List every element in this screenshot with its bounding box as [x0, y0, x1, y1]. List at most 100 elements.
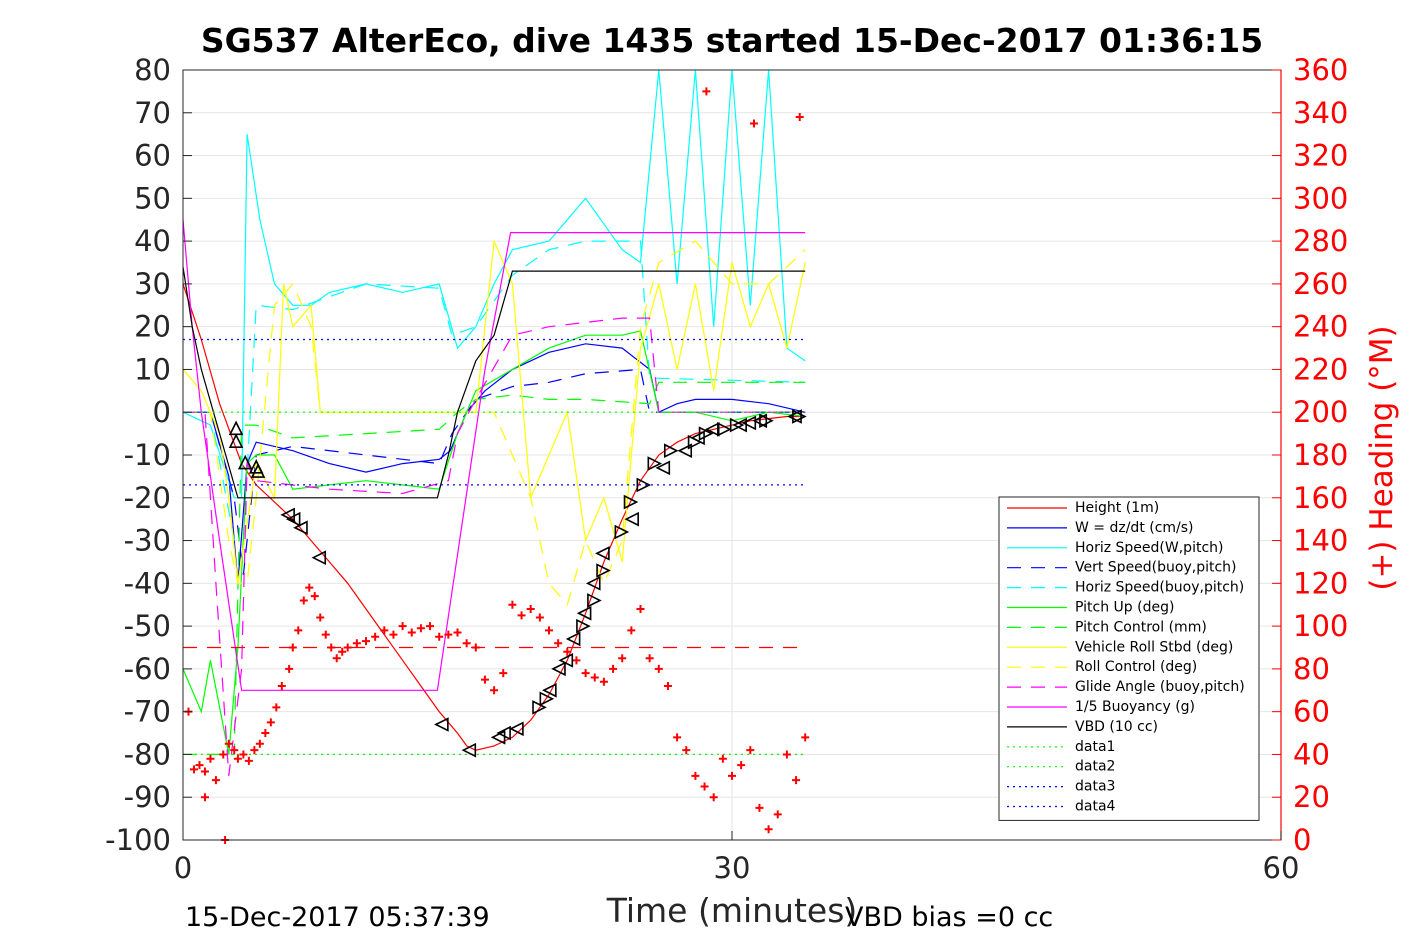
height-marker-right — [623, 494, 639, 510]
y-right-tick-label: 40 — [1293, 737, 1330, 771]
heading-point — [285, 664, 294, 673]
heading-point — [700, 782, 709, 791]
y-right-tick-label: 280 — [1293, 224, 1348, 258]
height-marker-up — [228, 433, 244, 448]
heading-point — [801, 733, 810, 742]
heading-point — [545, 626, 553, 635]
heading-point — [371, 632, 380, 641]
y-tick-label: 50 — [134, 181, 171, 215]
height-marker-left — [461, 742, 477, 758]
heading-point — [517, 611, 526, 620]
height-marker-right — [614, 524, 630, 540]
height-marker-left — [496, 725, 511, 741]
y-right-tick-label: 20 — [1293, 780, 1330, 814]
heading-point — [200, 767, 209, 776]
heading-point — [462, 639, 471, 648]
legend-label: Horiz Speed(W,pitch) — [1075, 540, 1223, 556]
legend-label: Height (1m) — [1075, 500, 1159, 516]
height-marker-left — [787, 409, 802, 424]
heading-point — [332, 654, 341, 663]
heading-point — [250, 746, 259, 755]
heading-point — [709, 793, 718, 802]
series-1-5-buoyancy-g — [182, 219, 806, 691]
y-axis-right-label: (+) Heading (°M) — [1364, 325, 1400, 590]
heading-point — [244, 756, 253, 765]
heading-point — [407, 628, 416, 637]
legend-label: data1 — [1075, 739, 1115, 755]
series-horiz-speed-w-pitch — [182, 69, 806, 499]
series-vbd-10-cc — [182, 266, 806, 499]
height-marker-right — [636, 477, 652, 493]
heading-point — [206, 754, 215, 763]
x-tick-label: 30 — [714, 851, 751, 885]
heading-point — [673, 733, 682, 742]
heading-point — [435, 632, 444, 641]
heading-point — [581, 669, 590, 678]
height-marker-up — [237, 454, 253, 470]
heading-point — [782, 750, 791, 759]
heading-point — [755, 803, 764, 812]
heading-point — [508, 600, 517, 609]
y-right-tick-label: 100 — [1293, 609, 1348, 643]
height-marker-left — [585, 576, 601, 591]
legend-label: Vehicle Roll Stbd (deg) — [1075, 639, 1233, 655]
heading-point — [795, 113, 804, 122]
height-marker-left — [565, 631, 581, 647]
height-marker-right — [759, 413, 774, 429]
heading-point — [255, 739, 264, 748]
heading-point — [453, 628, 462, 637]
heading-point — [310, 592, 319, 601]
legend: Height (1m) W = dz/dt (cm/s) Horiz Speed(W… — [998, 496, 1260, 821]
height-marker-right — [792, 409, 807, 424]
legend-label: Glide Angle (buoy,pitch) — [1075, 679, 1245, 695]
height-marker-left — [595, 546, 610, 561]
height-marker-right — [698, 426, 714, 441]
heading-point — [572, 656, 581, 665]
legend-label: Pitch Up (deg) — [1075, 600, 1174, 616]
heading-point — [599, 677, 608, 686]
heading-point — [471, 643, 480, 652]
heading-point — [618, 654, 627, 663]
y-right-tick-label: 120 — [1293, 566, 1348, 600]
legend-label: Roll Control (deg) — [1075, 659, 1197, 675]
series-glide-angle-buoy-pitch — [183, 317, 806, 776]
footer-timestamp: 15-Dec-2017 05:37:39 — [185, 902, 490, 933]
height-marker-left — [551, 661, 566, 677]
height-marker-left — [558, 653, 574, 668]
heading-point — [305, 583, 314, 592]
y-tick-label: 60 — [134, 139, 171, 173]
heading-point — [233, 754, 242, 763]
legend-label: 1/5 Buoyancy (g) — [1075, 699, 1195, 715]
y-right-tick-label: 260 — [1293, 267, 1348, 301]
y-tick-label: 20 — [134, 310, 171, 344]
y-right-tick-label: 240 — [1293, 310, 1348, 344]
height-marker-right — [717, 422, 732, 437]
series-pitch-control-mm — [183, 381, 806, 756]
heading-point — [288, 643, 297, 652]
legend-label: Pitch Control (mm) — [1075, 619, 1207, 635]
x-tick-label: 60 — [1263, 851, 1300, 885]
heading-point — [266, 718, 275, 727]
legend-label: data3 — [1075, 779, 1115, 795]
heading-point — [327, 643, 336, 652]
height-marker-left — [280, 507, 295, 523]
heading-point — [239, 750, 248, 759]
height-marker-left — [677, 443, 693, 459]
height-marker-left — [285, 511, 301, 527]
height-marker-left — [542, 682, 557, 698]
legend-label: Horiz Speed(buoy,pitch) — [1075, 580, 1244, 596]
y-tick-label: -70 — [124, 695, 171, 729]
heading-point — [189, 765, 198, 774]
y-tick-label: -20 — [124, 481, 171, 515]
x-tick-label: 0 — [174, 851, 192, 885]
footer-vbd-bias: VBD bias =0 cc — [845, 902, 1053, 933]
heading-point — [444, 630, 453, 639]
height-marker-left — [655, 460, 671, 476]
y-tick-label: 30 — [134, 267, 171, 301]
legend-box — [998, 496, 1260, 821]
heading-point — [261, 729, 270, 738]
heading-point — [728, 771, 736, 780]
heading-point — [691, 771, 700, 780]
y-tick-label: -10 — [124, 438, 171, 472]
